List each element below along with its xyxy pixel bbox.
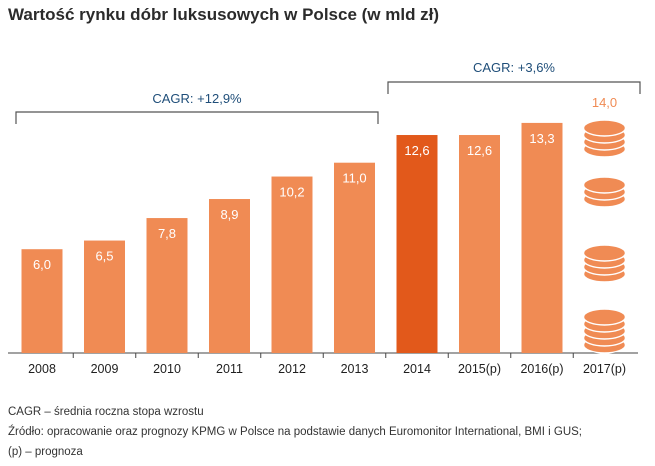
bar-2012 <box>271 176 313 353</box>
chart-title: Wartość rynku dóbr luksusowych w Polsce … <box>8 5 440 24</box>
value-label-2008: 6,0 <box>33 257 51 272</box>
cagr-bracket-2 <box>387 81 641 94</box>
footnote-projection: (p) – prognoza <box>8 446 83 458</box>
cagr-bracket-1 <box>15 111 379 124</box>
bar-2013 <box>334 162 375 353</box>
value-label-2010: 7,8 <box>158 226 176 241</box>
x-tick-label-2015p: 2015(p) <box>458 362 501 376</box>
value-label-2012: 10,2 <box>279 185 304 200</box>
value-label-2017p: 14,0 <box>592 95 617 110</box>
footnote-cagr: CAGR – średnia roczna stopa wzrostu <box>8 406 204 418</box>
footnote-source: Źródło: opracowanie oraz prognozy KPMG w… <box>8 426 583 438</box>
x-tick-label-2008: 2008 <box>28 362 56 376</box>
coin-0-4 <box>582 308 627 326</box>
cagr-label-1: CAGR: +12,9% <box>152 91 242 106</box>
bar-2008 <box>21 249 63 353</box>
bar-2009 <box>84 240 125 353</box>
value-label-2009: 6,5 <box>95 249 113 264</box>
value-label-2016p: 13,3 <box>529 131 554 146</box>
value-label-2015p: 12,6 <box>467 143 492 158</box>
x-tick-label-2013: 2013 <box>341 362 369 376</box>
x-tick-label-2017p: 2017(p) <box>583 362 626 376</box>
bar-2011 <box>209 199 250 353</box>
bar-2014 <box>396 135 438 353</box>
coin-2-2 <box>582 176 627 194</box>
x-tick-label-2012: 2012 <box>278 362 306 376</box>
value-label-2014: 12,6 <box>404 143 429 158</box>
coin-1-3 <box>582 244 627 262</box>
value-label-2013: 11,0 <box>342 171 366 186</box>
bar-2015p <box>459 135 500 353</box>
x-tick-label-2010: 2010 <box>153 362 181 376</box>
x-tick-label-2014: 2014 <box>403 362 431 376</box>
x-tick-label-2011: 2011 <box>216 362 243 376</box>
bar-2010 <box>146 218 188 353</box>
x-tick-label-2009: 2009 <box>91 362 119 376</box>
bar-2016p <box>521 122 563 353</box>
x-tick-label-2016p: 2016(p) <box>520 362 563 376</box>
value-label-2011: 8,9 <box>220 207 238 222</box>
cagr-label-2: CAGR: +3,6% <box>473 60 555 75</box>
coin-3-3 <box>582 119 627 137</box>
